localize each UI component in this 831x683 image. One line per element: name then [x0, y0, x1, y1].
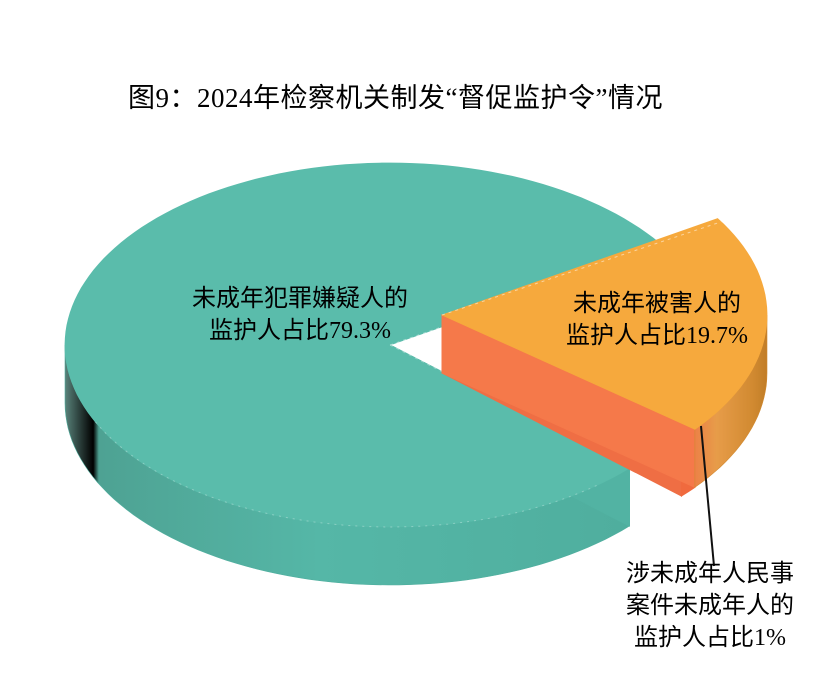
label-line: 监护人占比79.3%: [209, 318, 391, 344]
label-slice-victim-guardians: 未成年被害人的 监护人占比19.7%: [517, 288, 797, 352]
label-line: 未成年犯罪嫌疑人的: [192, 286, 408, 312]
label-line: 未成年被害人的: [573, 291, 741, 317]
label-line: 涉未成年人民事: [626, 561, 794, 587]
chart-title: 图9：2024年检察机关制发“督促监护令”情况: [128, 83, 663, 113]
label-line: 监护人占比19.7%: [566, 323, 748, 349]
label-slice-civil-case-guardians: 涉未成年人民事 案件未成年人的 监护人占比1%: [585, 558, 831, 654]
pie-slice-suspects-top: [64, 162, 667, 528]
label-slice-suspect-guardians: 未成年犯罪嫌疑人的 监护人占比79.3%: [135, 283, 465, 347]
pie-slice-victims-top: [440, 218, 768, 430]
pie-layers: [64, 162, 768, 586]
label-line: 案件未成年人的: [626, 593, 794, 619]
leader-line-civil-slice: [700, 425, 715, 567]
label-line: 监护人占比1%: [634, 625, 786, 651]
orange-dashed-edge: [441, 221, 722, 316]
